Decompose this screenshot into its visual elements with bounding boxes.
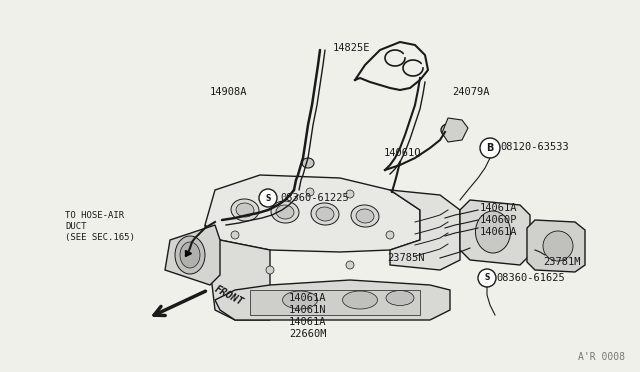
Text: 14825E: 14825E [333, 43, 371, 53]
Circle shape [480, 138, 500, 158]
Text: 24079A: 24079A [452, 87, 490, 97]
Text: 14061Q: 14061Q [384, 148, 422, 158]
Text: A'R 0008: A'R 0008 [578, 352, 625, 362]
Text: DUCT: DUCT [65, 221, 86, 231]
Text: 22660M: 22660M [289, 329, 326, 339]
Polygon shape [250, 290, 420, 315]
Circle shape [306, 188, 314, 196]
Text: TO HOSE-AIR: TO HOSE-AIR [65, 211, 124, 219]
Text: 23781M: 23781M [543, 257, 580, 267]
Ellipse shape [231, 199, 259, 221]
Text: 14061A: 14061A [480, 203, 518, 213]
Polygon shape [215, 280, 450, 320]
Ellipse shape [282, 291, 317, 309]
Ellipse shape [271, 201, 299, 223]
Circle shape [266, 266, 274, 274]
Text: 08360-61625: 08360-61625 [496, 273, 564, 283]
Circle shape [231, 231, 239, 239]
Ellipse shape [351, 205, 379, 227]
Text: 14061N: 14061N [289, 305, 326, 315]
Text: FRONT: FRONT [213, 284, 245, 308]
Text: 14061A: 14061A [289, 293, 326, 303]
Polygon shape [390, 190, 460, 270]
Text: B: B [486, 143, 493, 153]
Polygon shape [460, 200, 530, 265]
Circle shape [478, 269, 496, 287]
Text: (SEE SEC.165): (SEE SEC.165) [65, 232, 135, 241]
Ellipse shape [276, 205, 294, 219]
Ellipse shape [180, 242, 200, 268]
Ellipse shape [302, 158, 314, 168]
Text: 14060P: 14060P [480, 215, 518, 225]
Circle shape [346, 261, 354, 269]
Text: 14061A: 14061A [480, 227, 518, 237]
Polygon shape [442, 118, 468, 142]
Circle shape [386, 231, 394, 239]
Text: S: S [484, 273, 490, 282]
Polygon shape [527, 220, 585, 272]
Circle shape [266, 191, 274, 199]
Circle shape [259, 189, 277, 207]
Circle shape [543, 231, 573, 261]
Ellipse shape [356, 209, 374, 223]
Text: 14908A: 14908A [210, 87, 248, 97]
Polygon shape [205, 225, 270, 320]
Ellipse shape [236, 203, 254, 217]
Ellipse shape [316, 207, 334, 221]
Polygon shape [165, 225, 220, 285]
Ellipse shape [311, 203, 339, 225]
Ellipse shape [441, 124, 455, 136]
Ellipse shape [476, 211, 511, 253]
Ellipse shape [342, 291, 378, 309]
Polygon shape [205, 175, 420, 252]
Text: S: S [266, 193, 271, 202]
Text: 14061A: 14061A [289, 317, 326, 327]
Ellipse shape [175, 236, 205, 274]
Text: 08360-61225: 08360-61225 [280, 193, 349, 203]
Text: 08120-63533: 08120-63533 [500, 142, 569, 152]
Ellipse shape [386, 291, 414, 305]
Text: 23785N: 23785N [387, 253, 424, 263]
Circle shape [346, 190, 354, 198]
